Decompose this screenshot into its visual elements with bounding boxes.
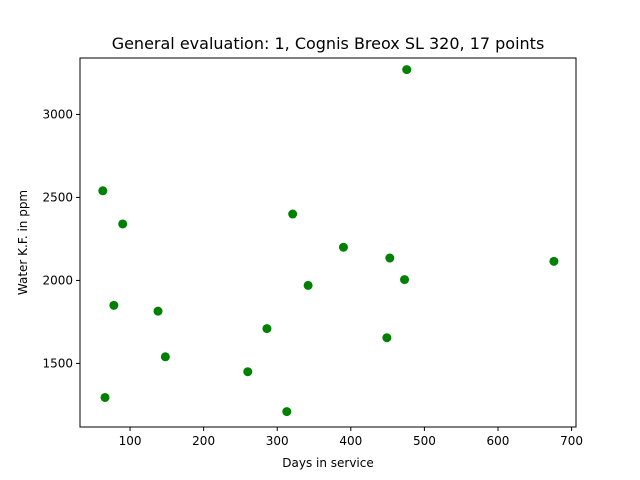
data-point [98, 186, 108, 196]
data-point [382, 333, 392, 343]
x-axis-label: Days in service [282, 456, 374, 470]
data-point [549, 256, 559, 266]
y-tick-label: 3000 [42, 107, 73, 121]
data-point [303, 280, 313, 290]
data-point [385, 253, 395, 263]
ticks-layer: 100 200 300 400 500 600 700 1500 2000 2500 3000 [42, 107, 583, 448]
x-tick-label: 300 [266, 434, 289, 448]
data-point [100, 392, 110, 402]
plot-area-frame [79, 57, 577, 428]
data-point [338, 242, 348, 252]
data-point [118, 219, 128, 229]
data-point [153, 306, 163, 316]
x-tick-label: 200 [192, 434, 215, 448]
chart-title: General evaluation: 1, Cognis Breox SL 3… [112, 34, 545, 53]
data-point [109, 300, 119, 310]
y-tick-label: 2500 [42, 190, 73, 204]
y-tick-label: 2000 [42, 273, 73, 287]
x-tick-label: 700 [560, 434, 583, 448]
data-point [282, 407, 292, 417]
data-point [160, 352, 170, 362]
data-point [400, 275, 410, 285]
data-point [288, 209, 298, 219]
points-layer [98, 65, 559, 417]
x-tick-label: 100 [119, 434, 142, 448]
y-tick-label: 1500 [42, 356, 73, 370]
x-tick-label: 600 [487, 434, 510, 448]
data-point [243, 367, 253, 377]
y-axis-label: Water K.F. in ppm [16, 190, 30, 295]
data-point [402, 65, 412, 75]
x-tick-label: 500 [413, 434, 436, 448]
data-point [262, 324, 272, 334]
x-tick-label: 400 [339, 434, 362, 448]
